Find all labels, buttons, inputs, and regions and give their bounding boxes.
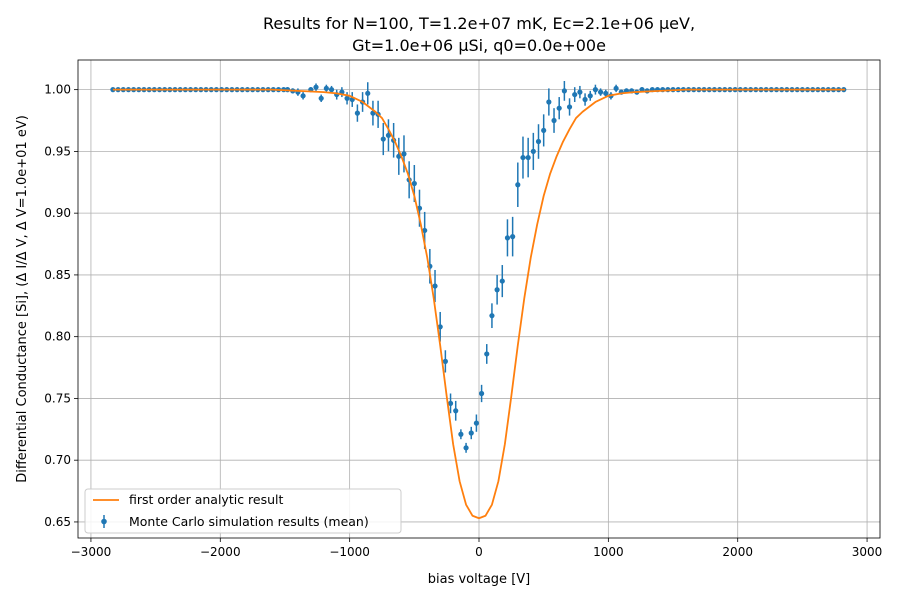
mc-point bbox=[422, 227, 428, 234]
mc-point bbox=[437, 324, 443, 330]
analytic-line bbox=[112, 88, 846, 520]
y-tick-label: 1.00 bbox=[44, 83, 71, 97]
mc-point bbox=[520, 154, 526, 161]
mc-point bbox=[494, 287, 500, 293]
mc-point bbox=[530, 148, 536, 155]
legend: first order analytic result Monte Carlo … bbox=[84, 488, 402, 534]
mc-point bbox=[504, 235, 511, 241]
mc-point bbox=[365, 90, 371, 96]
legend-label-analytic: first order analytic result bbox=[129, 492, 283, 507]
y-tick-label: 0.75 bbox=[44, 391, 71, 405]
mc-point bbox=[582, 96, 588, 103]
mc-point bbox=[515, 182, 521, 188]
mc-point bbox=[525, 154, 531, 161]
y-tick-label: 0.70 bbox=[44, 453, 71, 467]
chart-title-line-2: Gt=1.0e+06 μSi, q0=0.0e+00e bbox=[352, 36, 606, 55]
mc-point bbox=[110, 87, 116, 93]
mc-point bbox=[354, 110, 361, 116]
mc-point bbox=[587, 93, 593, 99]
mc-point bbox=[535, 138, 542, 145]
mc-point bbox=[551, 117, 557, 124]
mc-point bbox=[510, 234, 516, 240]
mc-point bbox=[478, 390, 485, 397]
mc-point bbox=[613, 85, 619, 92]
mc-point bbox=[432, 283, 438, 289]
mc-point bbox=[447, 400, 454, 406]
mc-point bbox=[385, 132, 392, 138]
mc-point bbox=[411, 180, 417, 187]
mc-point bbox=[380, 136, 386, 142]
mc-point bbox=[328, 87, 335, 93]
x-axis-ticks: −3000 −2000 −1000 0 1000 2000 3000 bbox=[71, 538, 883, 559]
mc-point bbox=[556, 105, 562, 111]
mc-point bbox=[473, 420, 480, 426]
mc-point bbox=[572, 91, 578, 98]
mc-point bbox=[597, 89, 604, 95]
mc-point bbox=[566, 104, 573, 110]
x-axis-label: bias voltage [V] bbox=[428, 572, 530, 587]
mc-point bbox=[489, 313, 495, 319]
mc-point bbox=[442, 358, 448, 364]
x-tick-label: 2000 bbox=[722, 545, 753, 559]
mc-point bbox=[468, 430, 474, 436]
y-tick-label: 0.95 bbox=[44, 144, 71, 158]
y-tick-label: 0.65 bbox=[44, 515, 71, 529]
plot-frame bbox=[77, 59, 881, 539]
x-tick-label: −3000 bbox=[71, 545, 112, 559]
mc-point bbox=[603, 90, 609, 96]
x-tick-label: −1000 bbox=[329, 545, 370, 559]
mc-point bbox=[484, 351, 490, 357]
mc-point bbox=[463, 445, 469, 451]
y-tick-label: 0.90 bbox=[44, 206, 71, 220]
y-tick-label: 0.85 bbox=[44, 268, 71, 282]
mc-point bbox=[541, 127, 547, 134]
legend-label-montecarlo: Monte Carlo simulation results (mean) bbox=[129, 514, 369, 529]
x-tick-label: 1000 bbox=[593, 545, 624, 559]
mc-point bbox=[577, 89, 583, 95]
x-tick-label: 0 bbox=[475, 545, 483, 559]
mc-point bbox=[313, 84, 319, 90]
x-tick-label: 3000 bbox=[852, 545, 883, 559]
mc-point bbox=[592, 87, 599, 93]
y-tick-label: 0.80 bbox=[44, 330, 71, 344]
mc-point bbox=[323, 85, 329, 92]
mc-point bbox=[344, 95, 350, 101]
mc-point bbox=[458, 431, 464, 437]
mc-point bbox=[401, 151, 407, 157]
mc-point bbox=[318, 95, 324, 101]
legend-box bbox=[84, 488, 402, 534]
y-axis-label: Differential Conductance [Si], (Δ I/Δ V,… bbox=[15, 115, 30, 483]
legend-marker-swatch bbox=[101, 518, 107, 525]
mc-point bbox=[453, 408, 459, 414]
grid-lines bbox=[78, 60, 880, 538]
x-tick-label: −2000 bbox=[200, 545, 241, 559]
mc-point bbox=[499, 278, 505, 284]
mc-point bbox=[300, 93, 306, 99]
plot-area bbox=[110, 80, 847, 520]
y-axis-ticks: 0.65 0.70 0.75 0.80 0.85 0.90 0.95 1.00 bbox=[44, 83, 78, 529]
mc-point bbox=[561, 88, 567, 94]
mc-point bbox=[546, 99, 552, 105]
chart-title-line-1: Results for N=100, T=1.2e+07 mK, Ec=2.1e… bbox=[263, 14, 695, 33]
